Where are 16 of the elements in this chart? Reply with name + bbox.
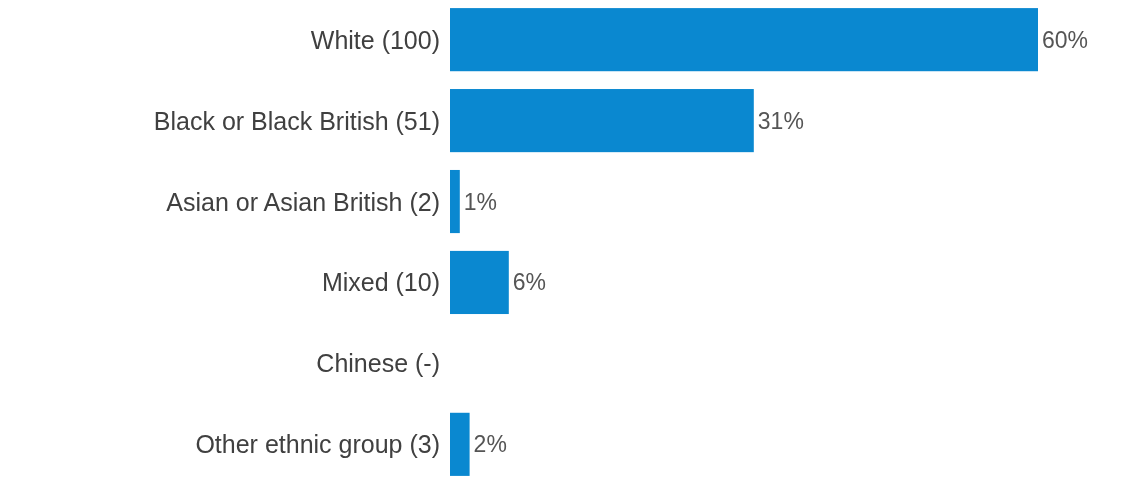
data-label: 6% <box>512 269 547 296</box>
y-tick-label: White (100) <box>310 25 440 54</box>
bar <box>450 250 509 315</box>
y-tick-label: Black or Black British (51) <box>153 106 440 135</box>
bar <box>450 169 460 234</box>
data-label: 2% <box>473 431 507 458</box>
y-tick-label: Other ethnic group (3) <box>195 430 440 459</box>
data-label: 60% <box>1042 26 1089 53</box>
data-label: 1% <box>463 188 498 215</box>
bar <box>450 89 754 153</box>
y-tick-label: Mixed (10) <box>321 268 440 297</box>
bar <box>450 412 470 476</box>
data-label: 31% <box>757 107 804 134</box>
y-tick-label: Chinese (-) <box>316 349 440 378</box>
bar <box>450 8 1038 72</box>
y-tick-label: Asian or Asian British (2) <box>166 187 440 216</box>
